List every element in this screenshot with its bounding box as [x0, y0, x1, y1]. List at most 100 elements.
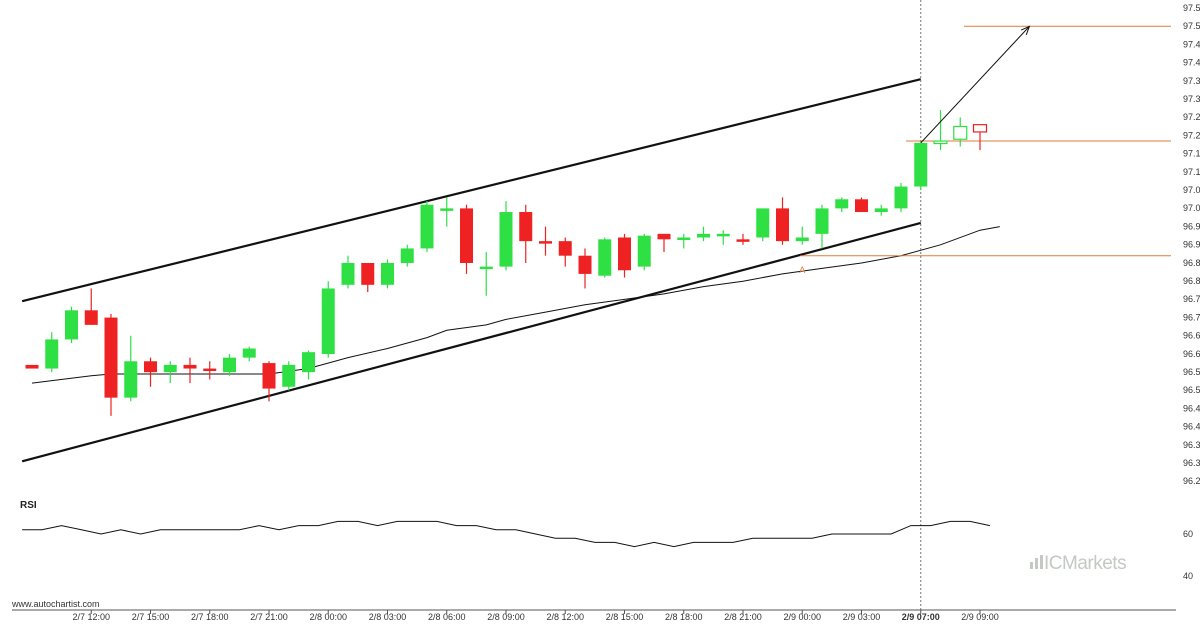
price-tick-label: 96.5655: [1183, 367, 1200, 377]
price-tick-label: 96.6155: [1183, 349, 1200, 359]
time-tick-label: 2/7 15:00: [132, 612, 170, 622]
price-tick-label: 97.2655: [1183, 112, 1200, 122]
candle: [440, 197, 454, 227]
candle-body: [874, 208, 888, 213]
candle: [953, 117, 968, 147]
time-tick-label: 2/9 00:00: [783, 612, 821, 622]
candle: [104, 313, 118, 416]
logo-icon: [1030, 555, 1043, 569]
candle: [815, 204, 829, 249]
time-tick-label: 2/7 21:00: [250, 612, 288, 622]
candle: [618, 233, 631, 278]
candle-body: [795, 237, 809, 242]
candle: [163, 361, 177, 384]
price-tick-label: 96.8655: [1183, 258, 1200, 268]
candle: [144, 357, 157, 387]
channel-lower-line: [21, 221, 922, 463]
candle: [420, 201, 434, 253]
candle-body: [697, 233, 710, 238]
price-tick-label: 97.0155: [1183, 203, 1200, 213]
time-tick-label: 2/8 06:00: [428, 612, 466, 622]
candle: [400, 244, 414, 267]
time-tick-label: 2/8 21:00: [724, 612, 762, 622]
candle: [874, 204, 888, 216]
candle: [756, 208, 770, 242]
candle: [341, 255, 355, 289]
price-tick-label: 96.9155: [1183, 240, 1200, 250]
logo-markets: Markets: [1062, 553, 1126, 574]
svg-text:ICMarkets: ICMarkets: [1044, 553, 1126, 574]
time-tick-label: 2/9 07:00: [902, 612, 940, 622]
candle-body: [420, 204, 434, 249]
candle: [519, 204, 533, 263]
candle-body: [321, 288, 335, 354]
price-tick-label: 96.8155: [1183, 276, 1200, 286]
price-tick-label: 97.3655: [1183, 76, 1200, 86]
rsi-line: [22, 520, 991, 548]
candle-body: [282, 364, 296, 387]
projection-line: [920, 26, 1030, 144]
candle: [578, 248, 592, 289]
candle-body: [835, 199, 849, 209]
candle: [45, 332, 59, 373]
time-tick-label: 2/7 18:00: [191, 612, 229, 622]
candle-body: [84, 310, 98, 325]
price-tick-label: 97.1155: [1183, 167, 1200, 177]
candle: [321, 281, 335, 358]
candle: [835, 197, 849, 213]
time-tick-label: 2/8 12:00: [546, 612, 584, 622]
candle-body: [242, 348, 256, 358]
candle-body: [479, 266, 493, 270]
candles: [25, 110, 988, 416]
candle: [933, 110, 948, 151]
price-tick-label: 96.3155: [1183, 458, 1200, 468]
price-tick-label: 96.7155: [1183, 312, 1200, 322]
candle-body: [914, 142, 928, 187]
candle-body: [953, 125, 968, 140]
candle-body: [519, 212, 533, 242]
price-tick-label: 96.4655: [1183, 403, 1200, 413]
candle-body: [855, 199, 868, 213]
candle: [361, 262, 375, 293]
price-tick-label: 96.7655: [1183, 294, 1200, 304]
candle-body: [657, 233, 671, 240]
logo: ICMarkets: [1030, 553, 1127, 574]
candle: [716, 230, 730, 245]
price-tick-label: 97.3155: [1183, 94, 1200, 104]
candle: [657, 233, 671, 253]
price-tick-label: 96.3655: [1183, 440, 1200, 450]
price-tick-label: 97.0655: [1183, 185, 1200, 195]
candle-body: [223, 357, 236, 373]
candle-body: [558, 241, 572, 256]
candle-body: [539, 241, 552, 244]
rsi-tick-label: 60: [1183, 529, 1193, 539]
candle: [223, 353, 236, 376]
candle: [795, 226, 809, 245]
candle-body: [400, 248, 414, 263]
candle-body: [460, 208, 473, 263]
candle: [855, 197, 868, 213]
channel-lines: [21, 78, 922, 463]
candle-body: [756, 208, 770, 238]
candle-body: [440, 208, 454, 211]
candle-body: [361, 262, 375, 285]
candle: [242, 346, 256, 362]
rsi-panel: 60 40: [22, 520, 1193, 581]
candle-body: [203, 368, 217, 372]
candle-body: [163, 364, 177, 373]
pattern-point-label: A: [799, 265, 805, 275]
candle: [677, 233, 691, 249]
channel-upper-line: [21, 78, 922, 303]
candle: [302, 350, 315, 380]
candle: [914, 142, 928, 191]
candle: [203, 361, 217, 380]
candle-body: [716, 233, 730, 237]
candle: [262, 361, 276, 402]
candle-body: [381, 262, 394, 285]
candle-body: [144, 361, 157, 373]
candle: [183, 357, 197, 384]
price-axis: 97.5655 97.5155 97.4655 97.4155 97.3655 97.31…: [1183, 3, 1200, 486]
price-tick-label: 96.4155: [1183, 422, 1200, 432]
candle: [558, 237, 572, 267]
moving-average-line: [31, 226, 1000, 384]
